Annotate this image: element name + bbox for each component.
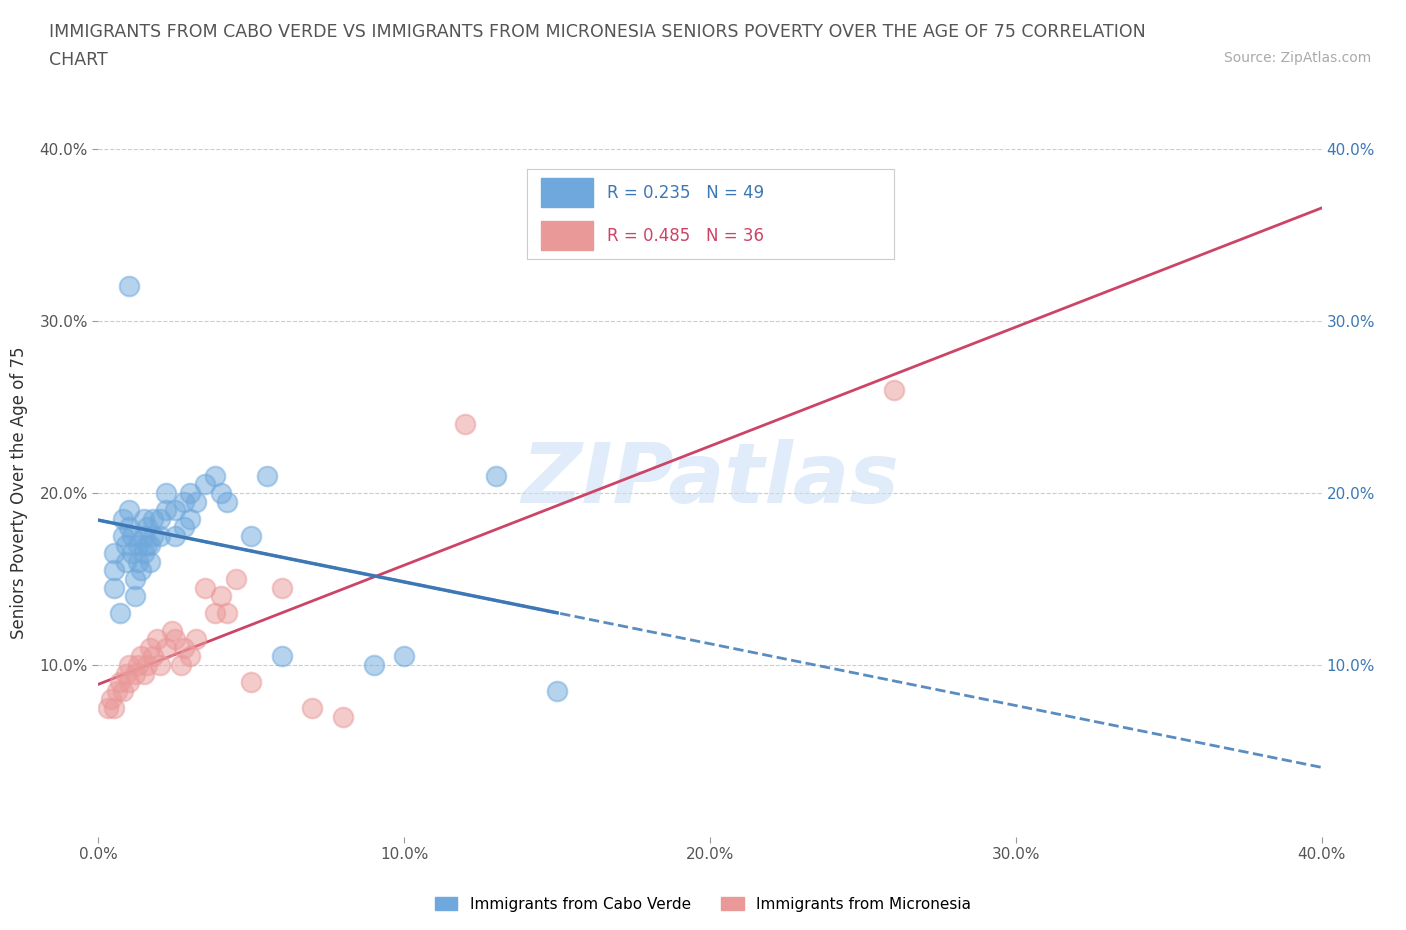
Point [139, 538, 162, 552]
Point [115, 554, 138, 569]
Point [118, 503, 141, 518]
Point [134, 546, 156, 561]
Point [301, 700, 323, 715]
Point [155, 641, 177, 656]
Point [155, 485, 177, 500]
Point [115, 666, 138, 681]
Point [136, 538, 159, 552]
Point [194, 477, 217, 492]
Point [142, 528, 165, 543]
Y-axis label: Seniors Poverty Over the Age of 75: Seniors Poverty Over the Age of 75 [10, 347, 28, 639]
Point [124, 572, 146, 587]
Point [127, 554, 149, 569]
Point [136, 520, 159, 535]
Point [215, 494, 238, 509]
Point [121, 528, 143, 543]
Text: ZIPatlas: ZIPatlas [522, 439, 898, 520]
Text: IMMIGRANTS FROM CABO VERDE VS IMMIGRANTS FROM MICRONESIA SENIORS POVERTY OVER TH: IMMIGRANTS FROM CABO VERDE VS IMMIGRANTS… [49, 23, 1146, 41]
Point [454, 417, 477, 432]
Point [160, 623, 183, 638]
Point [142, 649, 165, 664]
Point [194, 580, 217, 595]
Point [173, 494, 195, 509]
Point [129, 563, 152, 578]
Point [103, 546, 125, 561]
Point [142, 512, 165, 526]
Point [139, 641, 162, 656]
Point [105, 684, 128, 698]
Point [270, 649, 292, 664]
Point [108, 606, 131, 621]
Text: CHART: CHART [49, 51, 108, 69]
Point [149, 658, 172, 672]
Point [170, 658, 193, 672]
Point [115, 538, 138, 552]
Point [204, 606, 226, 621]
Point [134, 528, 156, 543]
Point [121, 546, 143, 561]
Point [179, 649, 201, 664]
Point [225, 572, 247, 587]
Point [149, 528, 172, 543]
Point [127, 538, 149, 552]
Point [883, 382, 905, 397]
Point [136, 658, 159, 672]
Point [108, 675, 131, 690]
Point [270, 580, 292, 595]
Point [332, 710, 354, 724]
Text: Source: ZipAtlas.com: Source: ZipAtlas.com [1223, 51, 1371, 65]
Point [118, 279, 141, 294]
Point [111, 528, 134, 543]
Legend: Immigrants from Cabo Verde, Immigrants from Micronesia: Immigrants from Cabo Verde, Immigrants f… [429, 890, 977, 918]
Point [103, 580, 125, 595]
Point [97, 700, 120, 715]
Point [240, 528, 263, 543]
Point [256, 469, 278, 484]
Point [103, 563, 125, 578]
Point [124, 589, 146, 604]
Point [546, 684, 568, 698]
Point [139, 554, 162, 569]
Point [363, 658, 385, 672]
Point [240, 675, 263, 690]
Point [111, 684, 134, 698]
Point [134, 666, 156, 681]
Point [124, 666, 146, 681]
Point [163, 528, 186, 543]
Point [134, 512, 156, 526]
Point [173, 520, 195, 535]
Point [485, 469, 508, 484]
Point [179, 485, 201, 500]
Point [127, 658, 149, 672]
Point [163, 503, 186, 518]
Point [173, 641, 195, 656]
Point [163, 631, 186, 646]
Point [118, 675, 141, 690]
Point [129, 649, 152, 664]
Point [149, 512, 172, 526]
Point [103, 700, 125, 715]
Point [204, 469, 226, 484]
Point [118, 658, 141, 672]
Point [392, 649, 416, 664]
Point [215, 606, 238, 621]
Point [186, 631, 208, 646]
Point [118, 520, 141, 535]
Point [209, 485, 232, 500]
Point [100, 692, 122, 707]
Point [155, 503, 177, 518]
Point [179, 512, 201, 526]
Point [145, 631, 167, 646]
Point [186, 494, 208, 509]
Point [111, 512, 134, 526]
Point [209, 589, 232, 604]
